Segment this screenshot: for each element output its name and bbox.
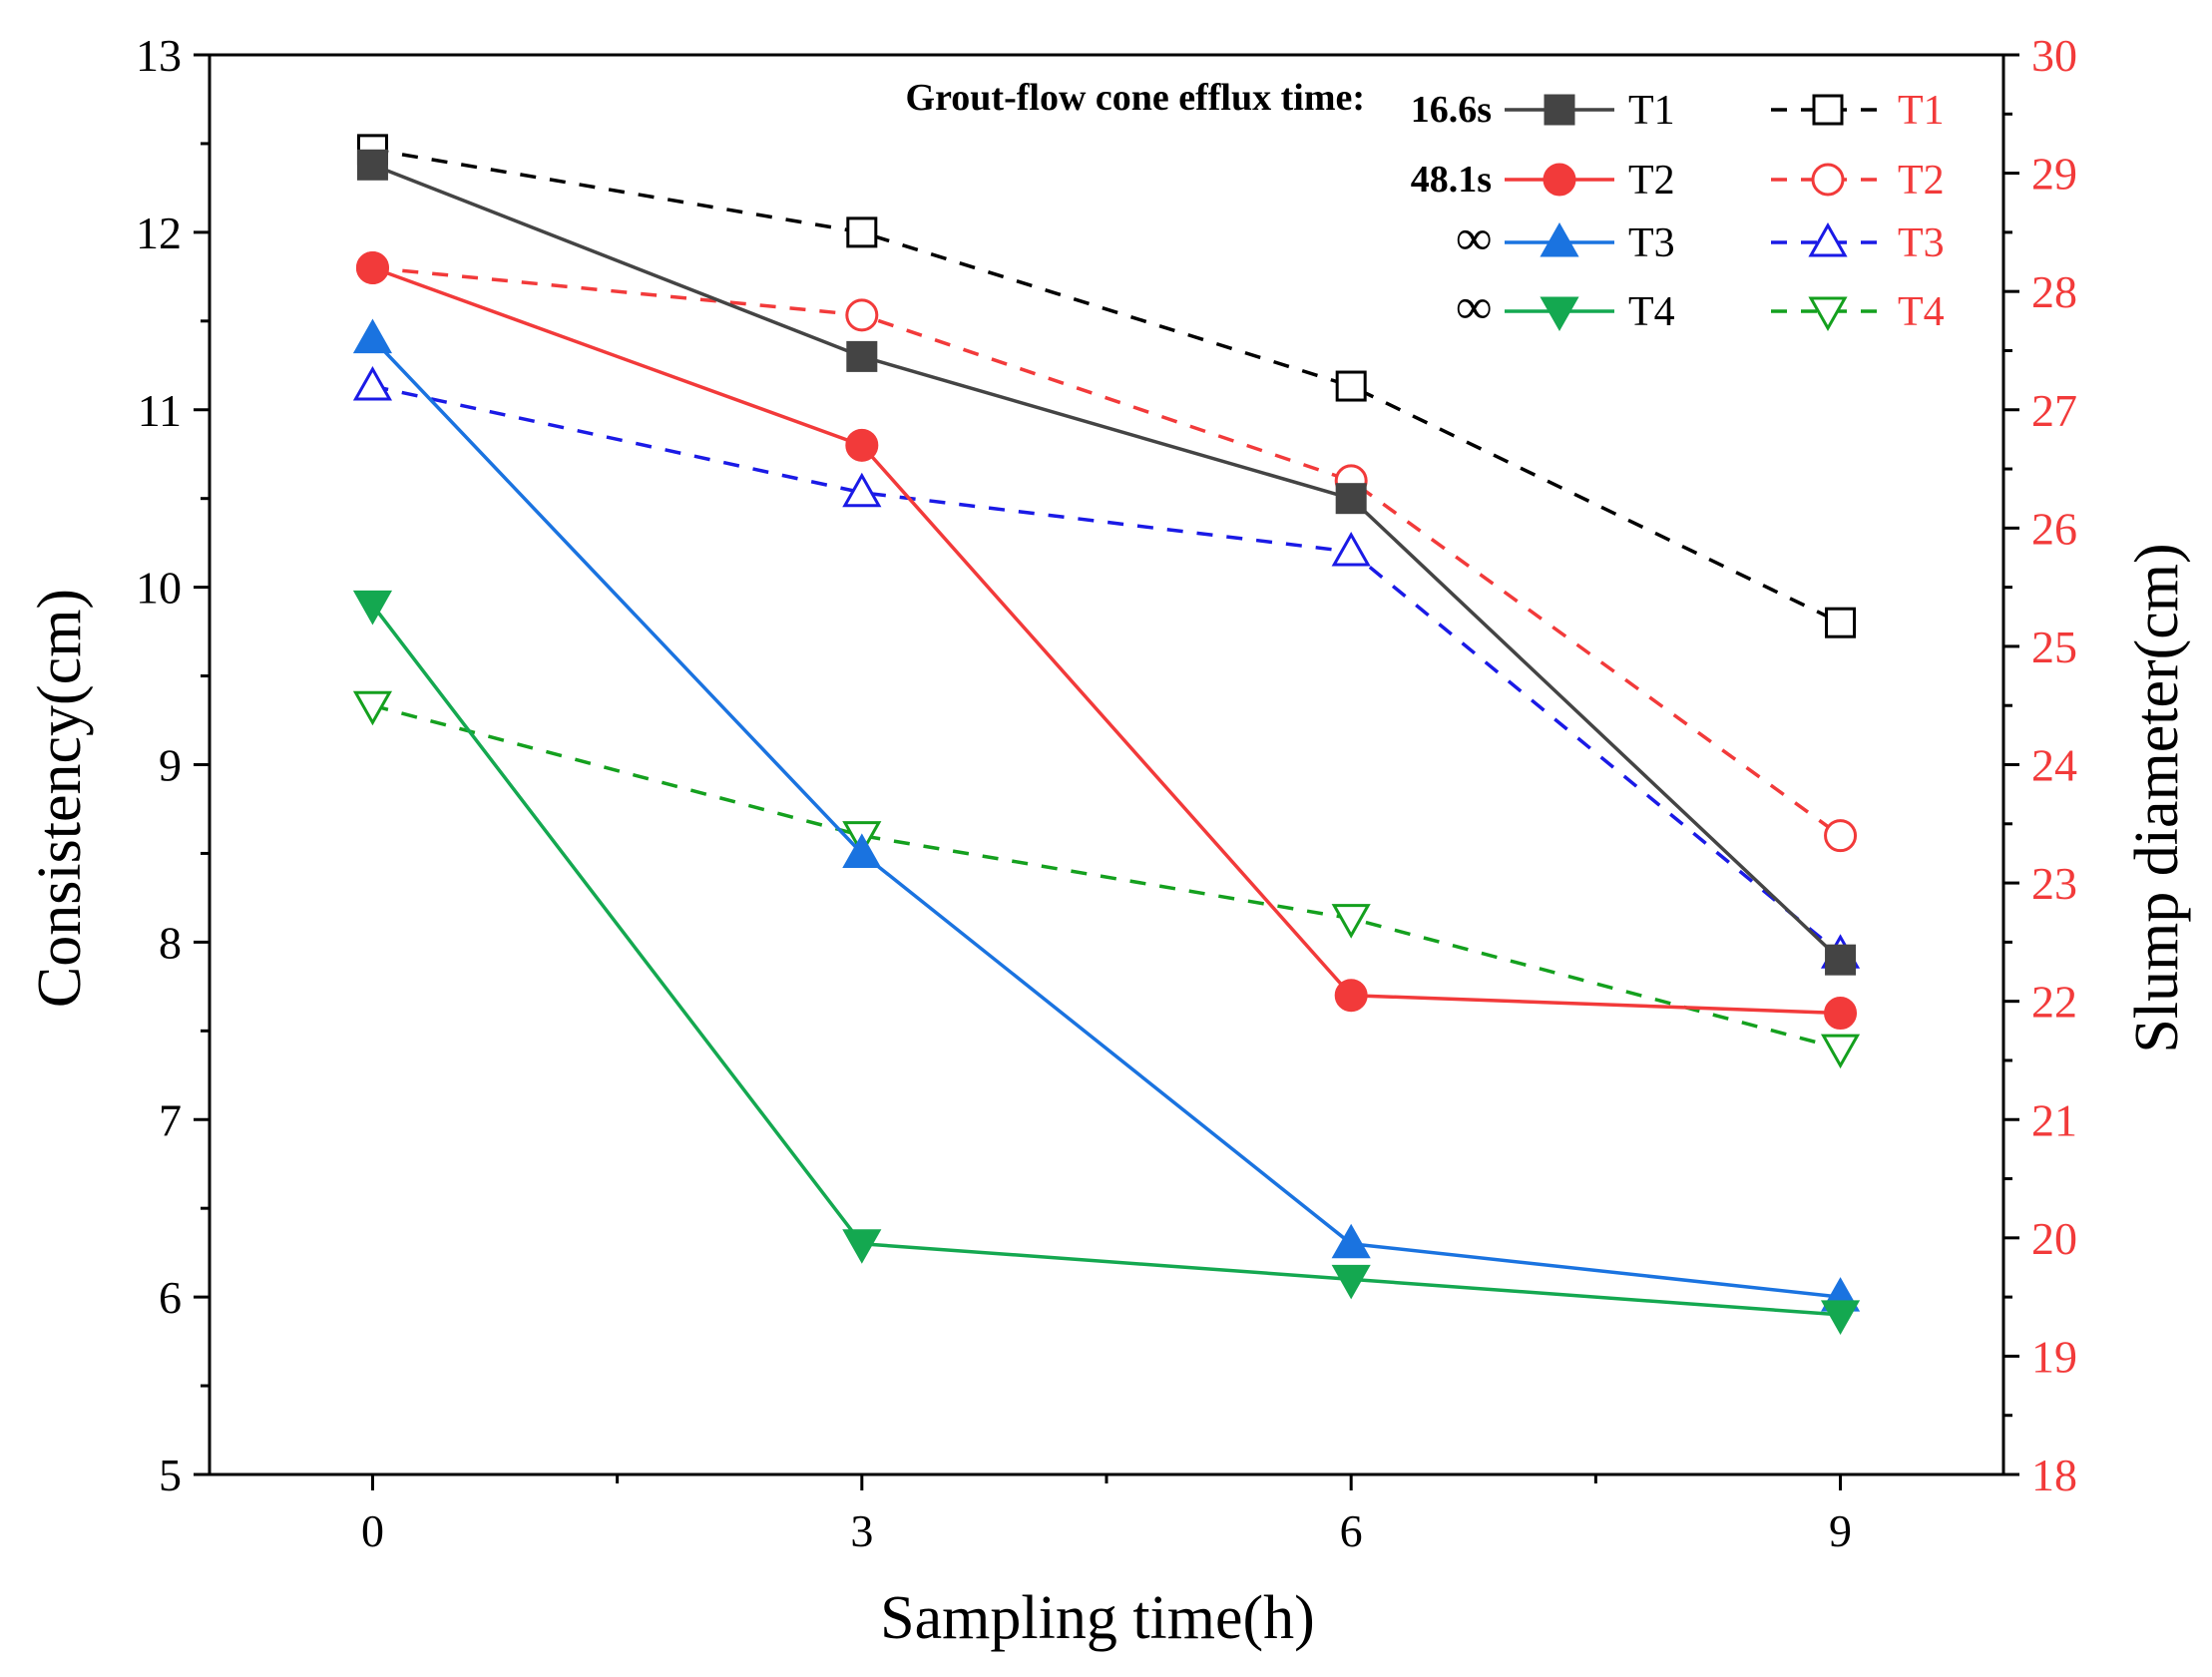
legend-efflux-time: ∞ [1456,278,1492,334]
right-tick-label: 24 [2031,740,2077,791]
right-tick-label: 25 [2031,622,2077,672]
legend-label-slump: T4 [1898,289,1945,335]
point-consistency-t2-1 [845,428,879,462]
series-consistency-t4 [352,590,1861,1335]
right-tick-label: 21 [2031,1094,2077,1145]
line-consistency-t1 [371,163,1842,962]
x-tick-label: 0 [361,1505,384,1556]
point-slump-t1-1 [846,216,878,248]
point-consistency-t4-1 [842,1229,882,1264]
point-slump-t1-2 [1335,370,1367,402]
left-tick-label: 5 [159,1450,182,1500]
legend-marker-slump [1808,221,1848,257]
left-tick-label: 9 [159,740,182,791]
point-slump-t1-3 [1825,607,1857,638]
legend-label-consistency: T3 [1628,220,1675,266]
point-consistency-t2-0 [355,250,389,284]
line-consistency-t4 [371,604,1841,1317]
x-axis: 0 3 6 9 [361,1474,1852,1556]
right-axis: 18 19 20 21 22 23 24 25 26 27 28 29 30 [2003,30,2077,1500]
point-consistency-t2-3 [1824,997,1858,1031]
line-slump-t4 [372,703,1841,1050]
point-consistency-t1-0 [356,149,388,181]
series-consistency-t1 [356,149,1857,976]
x-tick-label: 9 [1829,1505,1852,1556]
point-consistency-t3-1 [842,833,882,868]
legend-marker-slump [1812,94,1844,126]
point-consistency-t4-0 [352,590,393,626]
left-tick-label: 10 [136,563,182,614]
point-slump-t4-0 [352,690,393,726]
right-tick-label: 19 [2031,1331,2077,1382]
legend-marker-consistency [1543,163,1576,197]
x-axis-label: Sampling time(h) [880,1584,1315,1652]
right-tick-label: 20 [2031,1213,2077,1264]
right-tick-label: 30 [2031,30,2077,81]
left-tick-label: 7 [159,1094,182,1145]
left-axis: 5 6 7 8 9 10 11 12 13 [136,30,210,1500]
legend-label-consistency: T4 [1628,289,1675,335]
right-tick-label: 27 [2031,385,2077,436]
point-slump-t3-2 [1331,532,1371,567]
legend-label-consistency: T2 [1628,158,1675,204]
line-slump-t1 [372,148,1842,625]
right-tick-label: 29 [2031,149,2077,200]
legend-efflux-time: 48.1s [1411,159,1492,201]
right-tick-label: 22 [2031,977,2077,1028]
legend: Grout-flow cone efflux time: 16.6s T1 T1 48… [906,77,1945,335]
right-tick-label: 26 [2031,503,2077,554]
legend-header: Grout-flow cone efflux time: [906,77,1365,119]
point-consistency-t1-1 [846,340,878,372]
point-slump-t3-1 [842,472,882,508]
series-consistency-t2 [355,250,1858,1031]
right-tick-label: 18 [2031,1450,2077,1500]
point-consistency-t4-2 [1331,1264,1371,1300]
point-slump-t3-0 [352,365,393,401]
legend-label-slump: T3 [1898,220,1945,266]
legend-marker-slump [1811,163,1845,197]
left-tick-label: 13 [136,30,182,81]
line-slump-t2 [372,265,1842,838]
legend-label-consistency: T1 [1628,88,1675,134]
point-consistency-t3-2 [1331,1223,1371,1259]
right-tick-label: 23 [2031,858,2077,909]
series-consistency-t3 [352,318,1861,1312]
point-consistency-t2-2 [1334,979,1368,1013]
series-layer [352,134,1861,1335]
point-slump-t2-3 [1824,819,1858,853]
legend-marker-slump [1808,296,1848,332]
point-consistency-t4-3 [1820,1300,1861,1335]
left-tick-label: 6 [159,1272,182,1323]
series-slump-t1 [356,134,1857,638]
y-axis-label: Consistency(cm) [26,589,94,1008]
point-consistency-t1-3 [1825,944,1857,976]
left-tick-label: 8 [159,917,182,968]
line-consistency-t3 [371,337,1841,1299]
x-tick-label: 3 [850,1505,873,1556]
line-consistency-t2 [371,265,1841,1016]
legend-marker-consistency [1544,94,1575,126]
legend-label-slump: T2 [1898,158,1945,204]
point-consistency-t3-0 [352,318,393,354]
legend-marker-consistency [1540,296,1579,332]
left-tick-label: 11 [138,385,182,436]
point-slump-t4-2 [1331,904,1371,939]
legend-label-slump: T1 [1898,88,1945,134]
y2-axis-label: Slump diameter(cm) [2123,543,2191,1052]
legend-efflux-time: 16.6s [1411,89,1492,131]
x-tick-label: 6 [1340,1505,1363,1556]
left-tick-label: 12 [136,208,182,258]
point-slump-t2-1 [845,298,879,332]
point-slump-t4-3 [1820,1034,1861,1069]
legend-marker-consistency [1540,221,1579,257]
legend-efflux-time: ∞ [1456,210,1492,265]
line-slump-t3 [372,384,1842,956]
right-tick-label: 28 [2031,266,2077,317]
point-consistency-t1-2 [1335,483,1367,515]
